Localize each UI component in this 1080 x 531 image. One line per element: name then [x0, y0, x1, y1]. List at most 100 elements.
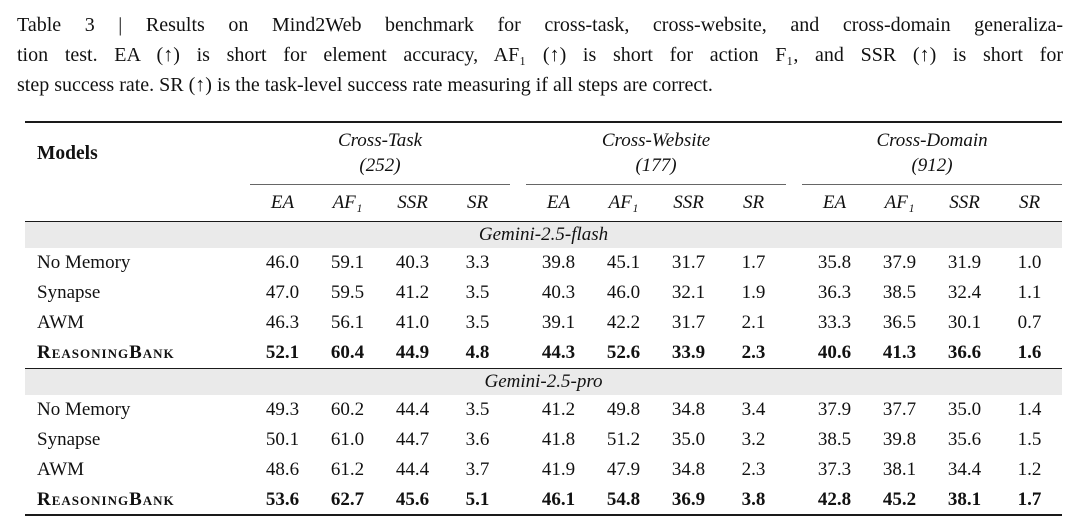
metric-value: 31.7	[671, 252, 706, 273]
metric-value: 34.4	[947, 459, 982, 480]
metric-value: 1.4	[1017, 399, 1042, 420]
column-gap	[510, 395, 526, 425]
metric-value: 31.7	[671, 312, 706, 333]
metric-value: 60.2	[330, 399, 365, 420]
metric-value: 3.8	[741, 488, 766, 510]
metric-value: 47.0	[265, 282, 300, 303]
metric-value: 44.4	[395, 399, 430, 420]
metric-value: 2.1	[741, 312, 766, 333]
column-gap	[510, 278, 526, 308]
column-gap	[510, 455, 526, 485]
metric-value: 35.0	[947, 399, 982, 420]
metric-value: 1.5	[1017, 429, 1042, 450]
metric-value: 1.0	[1017, 252, 1042, 273]
section-title: Gemini-2.5-pro	[25, 367, 1063, 395]
column-gap	[510, 308, 526, 338]
table-row: Synapse 47.0 59.5 41.2 3.5 40.3 46.0 32.…	[25, 278, 1062, 308]
metric-header: SSR	[656, 184, 722, 222]
model-name: ReasoningBank	[37, 488, 175, 510]
metric-value: 38.5	[882, 282, 917, 303]
metric-value: 40.3	[395, 252, 430, 273]
results-table: Models Cross-Task (252) Cross-Website (1…	[25, 121, 1063, 516]
model-name: Synapse	[37, 429, 101, 450]
column-gap	[510, 248, 526, 278]
column-gap	[510, 122, 526, 184]
table-row-reasoningbank: ReasoningBank 52.1 60.4 44.9 4.8 44.3 52…	[25, 338, 1062, 368]
column-gap	[786, 395, 802, 425]
column-gap	[786, 485, 802, 515]
group-name: Cross-Domain	[876, 129, 988, 151]
metric-value: 36.6	[947, 341, 982, 363]
metric-value: 5.1	[465, 488, 490, 510]
table-row: AWM 46.3 56.1 41.0 3.5 39.1 42.2 31.7 2.…	[25, 308, 1062, 338]
group-name: Cross-Website	[601, 129, 711, 151]
group-count: (912)	[911, 154, 953, 176]
metric-value: 31.9	[947, 252, 982, 273]
metric-value: 3.4	[741, 399, 766, 420]
metric-value: 52.1	[265, 341, 300, 363]
section-title: Gemini-2.5-flash	[25, 221, 1063, 248]
metric-value: 3.5	[465, 399, 490, 420]
group-count: (177)	[635, 154, 677, 176]
metric-value: 41.2	[395, 282, 430, 303]
metric-header: EA	[802, 184, 868, 222]
group-name: Cross-Task	[337, 129, 423, 151]
metric-header: SSR	[380, 184, 445, 222]
table-row: Synapse 50.1 61.0 44.7 3.6 41.8 51.2 35.…	[25, 425, 1062, 455]
metric-value: 1.6	[1017, 341, 1042, 363]
metric-value: 52.6	[606, 341, 641, 363]
column-gap	[786, 425, 802, 455]
metric-value: 39.1	[541, 312, 576, 333]
group-header-cross-website: Cross-Website (177)	[526, 122, 787, 185]
metric-value: 51.2	[606, 429, 641, 450]
metric-value: 62.7	[330, 488, 365, 510]
metric-value: 3.7	[465, 459, 490, 480]
section-band-flash: Gemini-2.5-flash	[25, 221, 1063, 248]
column-gap	[786, 455, 802, 485]
metric-value: 45.2	[882, 488, 917, 510]
metric-value: 0.7	[1017, 312, 1042, 333]
metric-value: 30.1	[947, 312, 982, 333]
metric-value: 56.1	[330, 312, 365, 333]
metric-header: SR	[445, 184, 511, 222]
group-header-row: Models Cross-Task (252) Cross-Website (1…	[25, 122, 1063, 222]
table-caption: Table 3 | Results on Mind2Web benchmark …	[0, 0, 1080, 100]
metric-value: 47.9	[606, 459, 641, 480]
metric-value: 3.5	[465, 312, 490, 333]
table-row: No Memory 49.3 60.2 44.4 3.5 41.2 49.8 3…	[25, 395, 1062, 425]
metric-value: 37.9	[882, 252, 917, 273]
metric-value: 45.6	[395, 488, 430, 510]
metric-value: 49.8	[606, 399, 641, 420]
metric-header: SR	[721, 184, 787, 222]
metric-value: 50.1	[265, 429, 300, 450]
metric-value: 49.3	[265, 399, 300, 420]
metric-value: 35.0	[671, 429, 706, 450]
table-row: AWM 48.6 61.2 44.4 3.7 41.9 47.9 34.8 2.…	[25, 455, 1062, 485]
metric-header: EA	[526, 184, 592, 222]
metric-value: 35.8	[817, 252, 852, 273]
metric-value: 46.3	[265, 312, 300, 333]
metric-value: 37.3	[817, 459, 852, 480]
column-gap	[510, 485, 526, 515]
column-gap	[786, 308, 802, 338]
metric-value: 1.2	[1017, 459, 1042, 480]
metric-value: 59.1	[330, 252, 365, 273]
group-header-cross-task: Cross-Task (252)	[250, 122, 511, 185]
metric-value: 3.6	[465, 429, 490, 450]
column-gap	[786, 338, 802, 368]
metric-value: 40.6	[817, 341, 852, 363]
metric-header: AF₁	[591, 184, 657, 222]
metric-header: EA	[250, 184, 315, 222]
caption-line-2: tion test. EA (↑) is short for element a…	[17, 44, 1063, 66]
metric-value: 44.9	[395, 341, 430, 363]
metric-value: 54.8	[606, 488, 641, 510]
column-gap	[786, 248, 802, 278]
metric-value: 42.8	[817, 488, 852, 510]
metric-value: 41.9	[541, 459, 576, 480]
metric-value: 34.8	[671, 399, 706, 420]
metric-header: AF₁	[315, 184, 380, 222]
column-gap	[510, 184, 527, 222]
metric-value: 1.1	[1017, 282, 1042, 303]
metric-header: SR	[997, 184, 1063, 222]
metric-value: 33.9	[671, 341, 706, 363]
